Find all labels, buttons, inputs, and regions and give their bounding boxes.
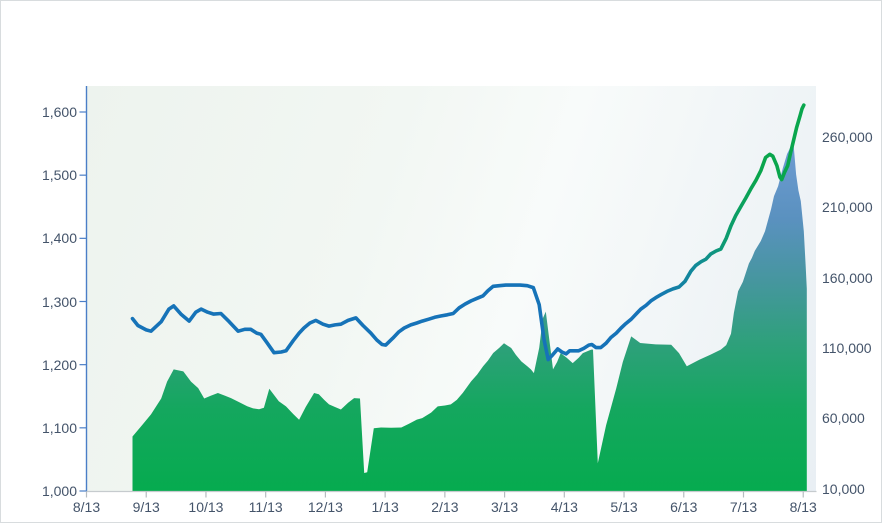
volume-area-series (132, 146, 807, 491)
price-line-series (130, 103, 806, 362)
